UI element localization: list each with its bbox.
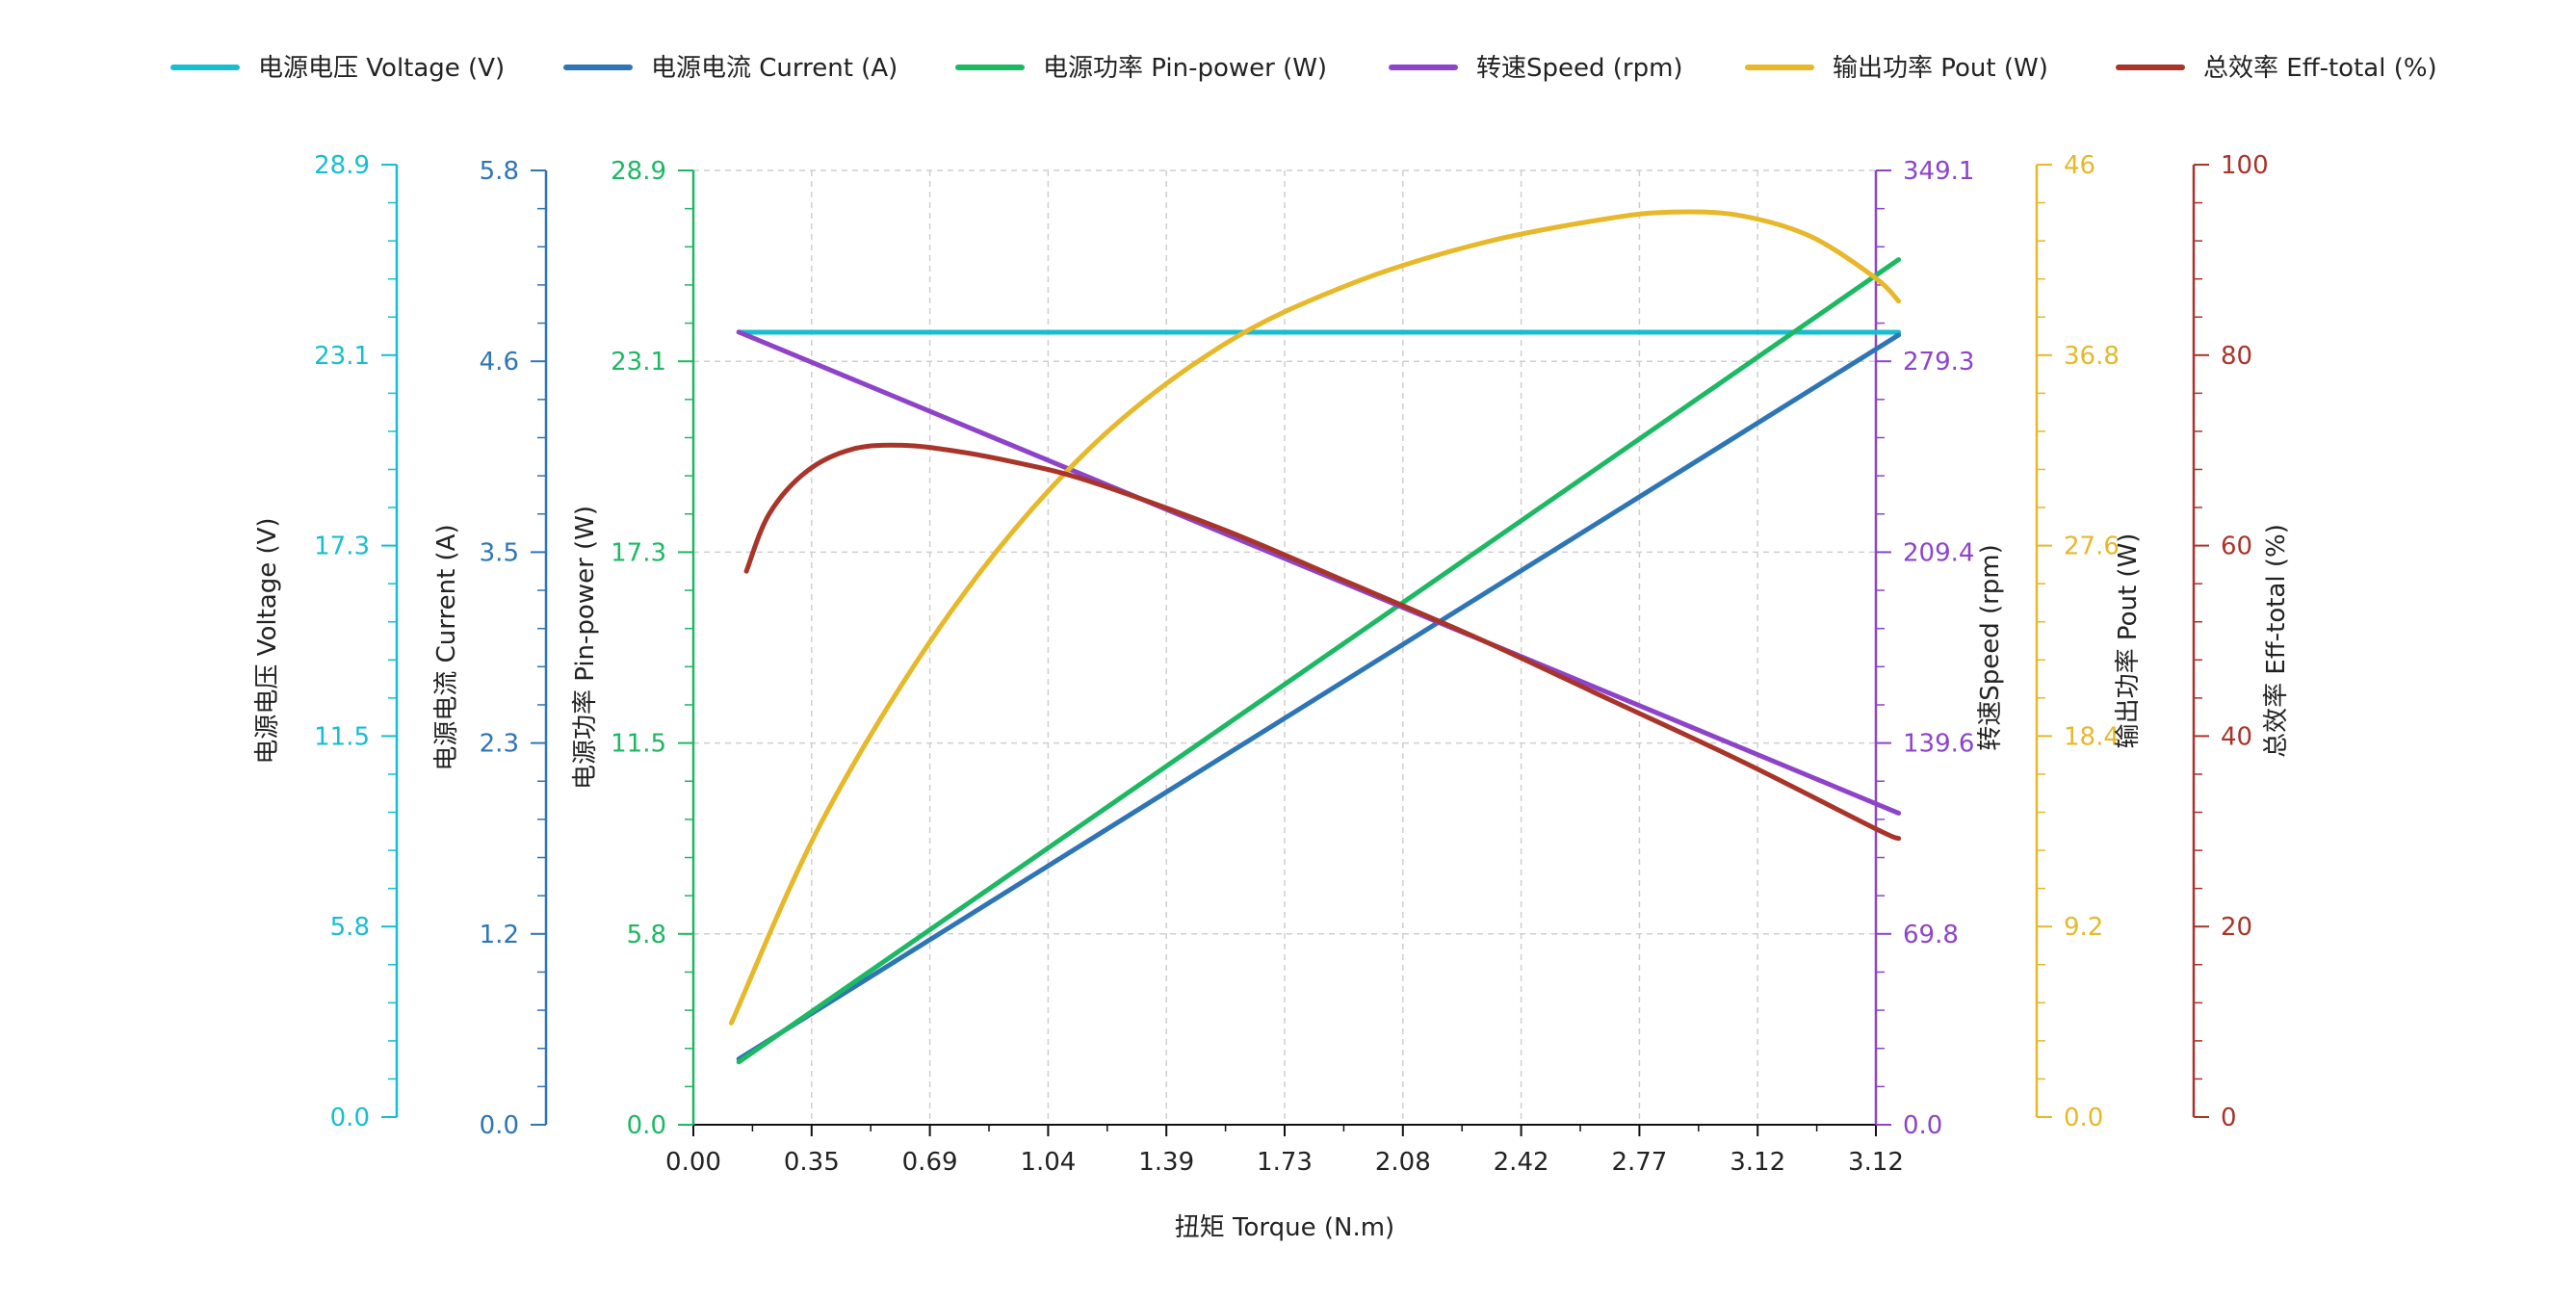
- series-line-pout: [728, 209, 1902, 1026]
- y-tick-label: 17.3: [611, 538, 666, 567]
- y-tick-label: 3.5: [480, 538, 519, 567]
- y-axis-eff: 0 20 40 60 80 100 总效率 Eff-total (%): [2192, 151, 2291, 1132]
- y-tick-label: 28.9: [314, 151, 370, 180]
- x-axis-title: 扭矩 Torque (N.m): [1175, 1213, 1394, 1242]
- y-tick-label: 0: [2221, 1104, 2237, 1132]
- legend-label: 电源电流 Current (A): [651, 54, 898, 83]
- y-axis-voltage: 0.0 5.8 11.5 17.3 23.1 28.9 电源电压 Voltage (V): [253, 151, 399, 1132]
- y-tick-label: 349.1: [1903, 157, 1974, 186]
- legend-label: 电源功率 Pin-power (W): [1043, 54, 1327, 83]
- y-tick-label: 23.1: [611, 348, 666, 377]
- y-tick-label: 46: [2064, 151, 2095, 180]
- y-tick-label: 9.2: [2064, 913, 2103, 942]
- series-line-speed: [736, 329, 1902, 816]
- y-tick-label: 139.6: [1903, 730, 1974, 759]
- y-axis-title: 电源功率 Pin-power (W): [571, 506, 600, 790]
- x-tick-label: 0.35: [784, 1148, 840, 1177]
- x-tick-label: 0.69: [902, 1148, 958, 1177]
- y-tick-label: 0.0: [627, 1111, 666, 1140]
- y-axis-current: 0.0 1.2 2.3 3.5 4.6 5.8 电源电流 Current (A): [432, 157, 548, 1140]
- x-tick-label: 0.00: [665, 1148, 721, 1177]
- y-tick-label: 36.8: [2064, 342, 2120, 371]
- y-tick-label: 11.5: [611, 730, 666, 759]
- y-tick-label: 209.4: [1903, 538, 1974, 567]
- y-axis-title: 电源电压 Voltage (V): [253, 517, 282, 764]
- legend-label: 电源电压 Voltage (V): [258, 54, 505, 83]
- y-axis-title: 转速Speed (rpm): [1976, 544, 2005, 751]
- x-axis: 0.00 0.35 0.69 1.04 1.39 1.73 2.08 2.42 2.77 3.12…: [665, 1124, 1904, 1242]
- y-tick-label: 80: [2221, 342, 2252, 371]
- series-line-pin: [736, 257, 1902, 1065]
- y-tick-label: 1.2: [480, 921, 519, 949]
- y-tick-label: 40: [2221, 722, 2252, 751]
- series-line-current: [736, 332, 1902, 1062]
- y-tick-label: 0.0: [480, 1111, 519, 1140]
- y-tick-label: 2.3: [480, 730, 519, 759]
- x-tick-label: 1.73: [1257, 1148, 1313, 1177]
- y-tick-label: 20: [2221, 913, 2252, 942]
- y-tick-label: 5.8: [480, 157, 519, 186]
- legend-label: 输出功率 Pout (W): [1833, 54, 2048, 83]
- x-tick-label: 2.08: [1375, 1148, 1431, 1177]
- y-axis-speed: 0.0 69.8 139.6 209.4 279.3 349.1 转速Speed (rpm): [1874, 157, 2005, 1140]
- y-tick-label: 5.8: [330, 913, 370, 942]
- x-tick-label: 1.04: [1020, 1148, 1076, 1177]
- y-axis-pin: 0.0 5.8 11.5 17.3 23.1 28.9 电源功率 Pin-power (W): [571, 157, 695, 1140]
- series-line-eff: [743, 442, 1902, 842]
- y-tick-label: 5.8: [627, 921, 666, 949]
- y-tick-label: 279.3: [1903, 348, 1974, 377]
- y-tick-label: 0.0: [330, 1104, 370, 1132]
- x-tick-label: 1.39: [1138, 1148, 1194, 1177]
- y-tick-label: 11.5: [314, 722, 370, 751]
- series-lines: [728, 209, 1902, 1065]
- legend-label: 转速Speed (rpm): [1476, 54, 1683, 83]
- x-tick-label: 2.42: [1494, 1148, 1549, 1177]
- grid-lines: [693, 169, 1876, 1125]
- y-tick-label: 18.4: [2064, 722, 2120, 751]
- x-tick-label: 2.77: [1611, 1148, 1667, 1177]
- legend: 电源电压 Voltage (V) 电源电流 Current (A) 电源功率 Pin…: [170, 54, 2437, 83]
- y-axis-title: 总效率 Eff-total (%): [2262, 524, 2291, 758]
- y-tick-label: 27.6: [2064, 533, 2120, 561]
- y-axis-title: 电源电流 Current (A): [432, 524, 461, 770]
- y-tick-label: 28.9: [611, 157, 666, 186]
- x-tick-label: 3.12: [1730, 1148, 1785, 1177]
- y-tick-label: 0.0: [2064, 1104, 2103, 1132]
- y-tick-label: 0.0: [1903, 1111, 1942, 1140]
- y-tick-label: 100: [2221, 151, 2269, 180]
- y-tick-label: 17.3: [314, 533, 370, 561]
- y-axis-title: 输出功率 Pout (W): [2114, 533, 2143, 749]
- y-tick-label: 60: [2221, 533, 2252, 561]
- y-axis-pout: 0.0 9.2 18.4 27.6 36.8 46 输出功率 Pout (W): [2035, 151, 2143, 1132]
- x-tick-label: 3.12: [1848, 1148, 1904, 1177]
- y-tick-label: 69.8: [1903, 921, 1959, 949]
- y-tick-label: 4.6: [480, 348, 519, 377]
- legend-label: 总效率 Eff-total (%): [2203, 54, 2437, 83]
- y-tick-label: 23.1: [314, 342, 370, 371]
